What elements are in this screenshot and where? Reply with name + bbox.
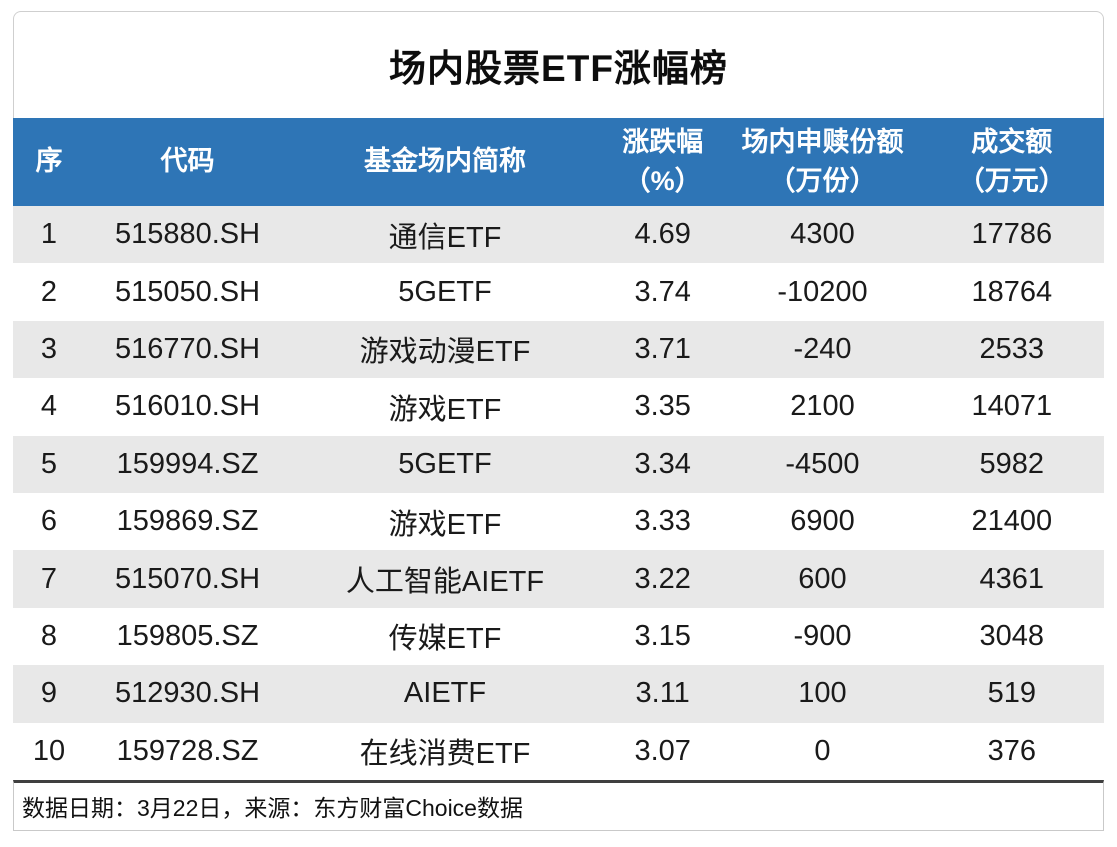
cell-name: 在线消费ETF	[359, 738, 531, 771]
cell-seq: 10	[32, 734, 66, 767]
cell-name: 游戏ETF	[388, 508, 502, 541]
cell-shares_10k: 100	[798, 677, 847, 710]
column-header-5: 成交额 （万元）	[920, 118, 1104, 206]
cell-change_pct: 3.11	[635, 677, 690, 710]
cell-code: 159994.SZ	[116, 447, 259, 480]
column-header-label: 序	[35, 146, 63, 177]
cell-shares_10k: 6900	[790, 505, 855, 538]
cell-code: 159728.SZ	[116, 734, 259, 767]
cell-code: 512930.SH	[114, 677, 261, 710]
cell-change_pct: 3.35	[634, 390, 691, 423]
cell-seq: 8	[40, 619, 58, 652]
cell-code: 159805.SZ	[116, 619, 259, 652]
cell-change_pct: 4.69	[634, 218, 691, 251]
cell-seq: 7	[40, 562, 58, 595]
column-header-unit: （万份）	[768, 166, 877, 196]
column-header-label: 基金场内简称	[364, 146, 527, 177]
table-row: 6 159869.SZ 游戏ETF 3.33 6900 21400	[13, 493, 1104, 550]
cell-name: 通信ETF	[388, 221, 502, 254]
table-row: 3 516770.SH 游戏动漫ETF 3.71 -240 2533	[13, 320, 1104, 379]
table-body: 1 515880.SH 通信ETF 4.69 4300 17786 2 515050.SH 5G…	[13, 206, 1104, 780]
cell-code: 516010.SH	[114, 390, 261, 423]
table-row: 8 159805.SZ 传媒ETF 3.15 -900 3048	[13, 608, 1104, 665]
cell-change_pct: 3.33	[634, 505, 691, 538]
column-header-4: 场内申赎份额 （万份）	[725, 118, 919, 206]
data-source-footer: 数据日期：3月22日，来源：东方财富Choice数据	[13, 779, 1104, 831]
cell-code: 515880.SH	[114, 218, 261, 251]
cell-turnover_10k: 14071	[971, 390, 1053, 423]
table-row: 10 159728.SZ 在线消费ETF 3.07 0 376	[13, 723, 1104, 780]
cell-turnover_10k: 519	[987, 677, 1036, 710]
column-header-3: 涨跌幅 （%）	[600, 118, 725, 206]
title-box: 场内股票ETF涨幅榜	[13, 11, 1104, 118]
cell-shares_10k: 2100	[790, 390, 855, 423]
cell-turnover_10k: 21400	[971, 505, 1053, 538]
table-row: 5 159994.SZ 5GETF 3.34 -4500 5982	[13, 435, 1104, 493]
cell-code: 159869.SZ	[116, 505, 259, 538]
cell-seq: 4	[40, 390, 58, 423]
column-header-label: 场内申赎份额	[741, 126, 904, 157]
cell-code: 515070.SH	[114, 562, 261, 595]
cell-name: 人工智能AIETF	[345, 566, 545, 599]
column-header-label: 代码	[160, 146, 215, 177]
cell-change_pct: 3.15	[634, 619, 691, 652]
cell-turnover_10k: 18764	[971, 275, 1053, 308]
cell-change_pct: 3.74	[634, 275, 691, 308]
table-header-row: 序 代码 基金场内简称 涨跌幅 （%） 场内申赎份额 （万份） 成交额 （万元）	[13, 118, 1104, 206]
cell-change_pct: 3.34	[634, 447, 691, 480]
cell-turnover_10k: 376	[987, 734, 1036, 767]
cell-code: 516770.SH	[114, 332, 261, 365]
cell-change_pct: 3.07	[634, 734, 691, 767]
table-row: 9 512930.SH AIETF 3.11 100 519	[13, 665, 1104, 723]
cell-change_pct: 3.22	[634, 562, 691, 595]
cell-seq: 9	[40, 677, 58, 710]
column-header-1: 代码	[85, 118, 290, 206]
cell-shares_10k: -240	[793, 332, 852, 365]
cell-shares_10k: -10200	[777, 275, 868, 308]
cell-seq: 2	[40, 275, 58, 308]
data-source-note: 数据日期：3月22日，来源：东方财富Choice数据	[22, 795, 523, 822]
cell-name: 游戏动漫ETF	[359, 336, 531, 369]
cell-seq: 6	[40, 505, 58, 538]
cell-change_pct: 3.71	[634, 332, 691, 365]
cell-turnover_10k: 2533	[979, 332, 1045, 365]
page-title: 场内股票ETF涨幅榜	[389, 48, 728, 89]
cell-seq: 5	[40, 447, 58, 480]
etf-ranking-card: 场内股票ETF涨幅榜 序 代码 基金场内简称 涨跌幅 （%） 场内申赎份额 （万份） 成交额 （…	[13, 11, 1104, 831]
table-row: 2 515050.SH 5GETF 3.74 -10200 18764	[13, 263, 1104, 320]
cell-name: 游戏ETF	[388, 393, 502, 426]
cell-shares_10k: -900	[793, 619, 852, 652]
cell-name: 传媒ETF	[388, 623, 502, 656]
column-header-0: 序	[13, 118, 85, 206]
cell-turnover_10k: 5982	[979, 447, 1045, 480]
column-header-unit: （万元）	[957, 166, 1066, 196]
cell-shares_10k: 0	[814, 734, 831, 767]
cell-name: AIETF	[403, 677, 487, 710]
table-row: 4 516010.SH 游戏ETF 3.35 2100 14071	[13, 378, 1104, 435]
table-row: 7 515070.SH 人工智能AIETF 3.22 600 4361	[13, 550, 1104, 608]
cell-turnover_10k: 17786	[971, 218, 1053, 251]
column-header-label: 成交额	[971, 126, 1053, 157]
cell-turnover_10k: 3048	[979, 619, 1045, 652]
cell-seq: 1	[40, 218, 58, 251]
cell-turnover_10k: 4361	[979, 562, 1045, 595]
column-header-2: 基金场内简称	[290, 118, 600, 206]
table-row: 1 515880.SH 通信ETF 4.69 4300 17786	[13, 206, 1104, 264]
cell-name: 5GETF	[398, 275, 492, 308]
column-header-label: 涨跌幅	[622, 126, 704, 157]
cell-shares_10k: 600	[798, 562, 847, 595]
cell-seq: 3	[40, 332, 58, 365]
cell-shares_10k: 4300	[790, 218, 855, 251]
cell-name: 5GETF	[398, 447, 492, 480]
column-header-unit: （%）	[623, 166, 702, 196]
cell-shares_10k: -4500	[785, 447, 860, 480]
cell-code: 515050.SH	[114, 275, 261, 308]
